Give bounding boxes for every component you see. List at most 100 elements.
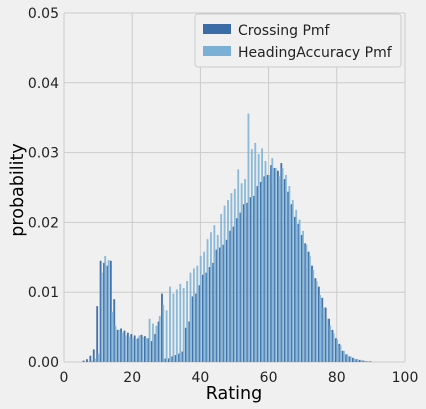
bar [155, 325, 158, 362]
bar [325, 318, 328, 362]
bar [96, 306, 99, 362]
bar [263, 176, 266, 362]
bar [158, 315, 161, 362]
bar [120, 328, 122, 362]
bar [264, 160, 267, 362]
bar [154, 334, 157, 362]
bar [175, 289, 178, 362]
bar [167, 358, 170, 362]
bar [356, 359, 359, 362]
bar [321, 297, 324, 362]
bar [266, 174, 269, 362]
bar [338, 343, 341, 362]
bar [212, 262, 215, 362]
bar [369, 361, 371, 362]
bar [270, 165, 273, 362]
bar [276, 170, 279, 362]
bar [322, 307, 325, 362]
bar [208, 267, 211, 362]
y-tick-label: 0.02 [28, 215, 59, 231]
bar [213, 225, 216, 362]
bar [274, 167, 277, 362]
bar [366, 361, 369, 362]
bar [189, 272, 192, 362]
bar [140, 334, 143, 362]
bar [201, 274, 204, 362]
y-axis-label: probability [8, 143, 28, 236]
bar [254, 142, 257, 362]
bar [150, 341, 153, 362]
bar [104, 255, 107, 362]
bar [196, 265, 199, 362]
x-tick-label: 0 [60, 370, 69, 386]
bar [109, 260, 112, 362]
bar [128, 336, 131, 362]
bar [285, 174, 287, 362]
legend-label-headingaccuracy: HeadingAccuracy Pmf [238, 45, 393, 61]
bar [181, 351, 184, 362]
bar [203, 251, 206, 362]
bar [157, 321, 160, 362]
legend-swatch-crossing [203, 24, 231, 34]
bar [220, 214, 223, 362]
bar [215, 249, 218, 362]
bar [121, 332, 124, 362]
bar [111, 311, 113, 362]
x-tick-label: 20 [123, 370, 141, 386]
bar [312, 269, 315, 362]
bar [259, 181, 262, 362]
x-tick-label: 80 [328, 370, 346, 386]
bar [100, 272, 103, 362]
legend-swatch-headingaccuracy [203, 46, 231, 56]
bar [172, 293, 175, 362]
bar [353, 358, 356, 362]
bar [124, 335, 127, 362]
bar [239, 212, 242, 362]
bar [365, 361, 368, 362]
bar [287, 191, 290, 362]
bar [134, 338, 137, 362]
bar [184, 327, 187, 362]
series-headingaccuracy [90, 113, 373, 363]
bar [143, 336, 146, 362]
bar [113, 299, 116, 362]
bar [360, 359, 362, 362]
bar [283, 179, 286, 362]
bar [174, 355, 177, 362]
bar [280, 163, 283, 362]
bar [233, 188, 236, 362]
bar [302, 230, 304, 362]
bar [244, 179, 246, 362]
bar [192, 268, 195, 362]
bar [240, 183, 243, 362]
bar [229, 230, 232, 362]
bar [82, 360, 85, 362]
bar [319, 294, 321, 362]
bar [126, 332, 129, 362]
bar [242, 204, 245, 362]
bar [348, 356, 351, 362]
bar [304, 243, 307, 362]
bar [107, 260, 110, 362]
bar [298, 219, 301, 362]
bar [314, 278, 317, 362]
bar [336, 339, 339, 362]
bar [315, 281, 318, 362]
y-tick-label: 0.00 [28, 355, 59, 371]
x-tick-label: 40 [191, 370, 209, 386]
grid-lines [63, 12, 406, 363]
bar [236, 218, 238, 362]
bar [147, 338, 150, 362]
bar [97, 353, 100, 362]
bar [297, 223, 300, 362]
legend-label-crossing: Crossing Pmf [238, 23, 331, 39]
bar [206, 239, 209, 362]
bar [332, 333, 335, 362]
bar [232, 226, 235, 362]
bar [341, 350, 344, 362]
bar [210, 232, 212, 362]
bar [227, 200, 229, 362]
bar [161, 293, 163, 362]
bar [103, 262, 105, 362]
